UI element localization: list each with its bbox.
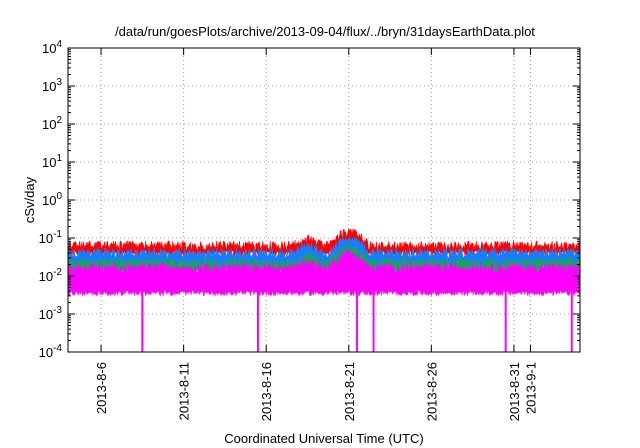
y-tick-label: 103: [42, 77, 62, 94]
y-tick-label: 10-4: [39, 343, 63, 360]
y-tick-label: 100: [42, 191, 62, 208]
x-axis-label: Coordinated Universal Time (UTC): [224, 431, 423, 446]
x-tick-label: 2013-8-31: [507, 362, 522, 421]
x-tick-label: 2013-8-16: [259, 362, 274, 421]
y-tick-label: 10-3: [39, 305, 63, 322]
y-tick-label: 10-1: [39, 229, 63, 246]
x-tick-label: 2013-9-1: [523, 362, 538, 414]
data-series: [67, 228, 581, 352]
x-tick-label: 2013-8-26: [424, 362, 439, 421]
y-tick-label: 104: [42, 39, 62, 56]
grid-lines: [68, 48, 580, 352]
y-tick-label: 101: [42, 153, 62, 170]
chart-title: /data/run/goesPlots/archive/2013-09-04/f…: [115, 24, 535, 39]
x-tick-label: 2013-8-11: [177, 362, 192, 420]
x-tick-label: 2013-8-21: [342, 362, 357, 421]
y-tick-label: 102: [42, 115, 62, 132]
axes: 10-4 10-3 10-2 10-1 100 101 102 103 104 2013-8-6 2…: [39, 39, 581, 421]
x-tick-label: 2013-8-6: [94, 362, 109, 414]
y-axis-label: cSv/day: [22, 176, 37, 223]
plot-frame: [67, 47, 581, 353]
y-tick-label: 10-2: [39, 267, 63, 284]
